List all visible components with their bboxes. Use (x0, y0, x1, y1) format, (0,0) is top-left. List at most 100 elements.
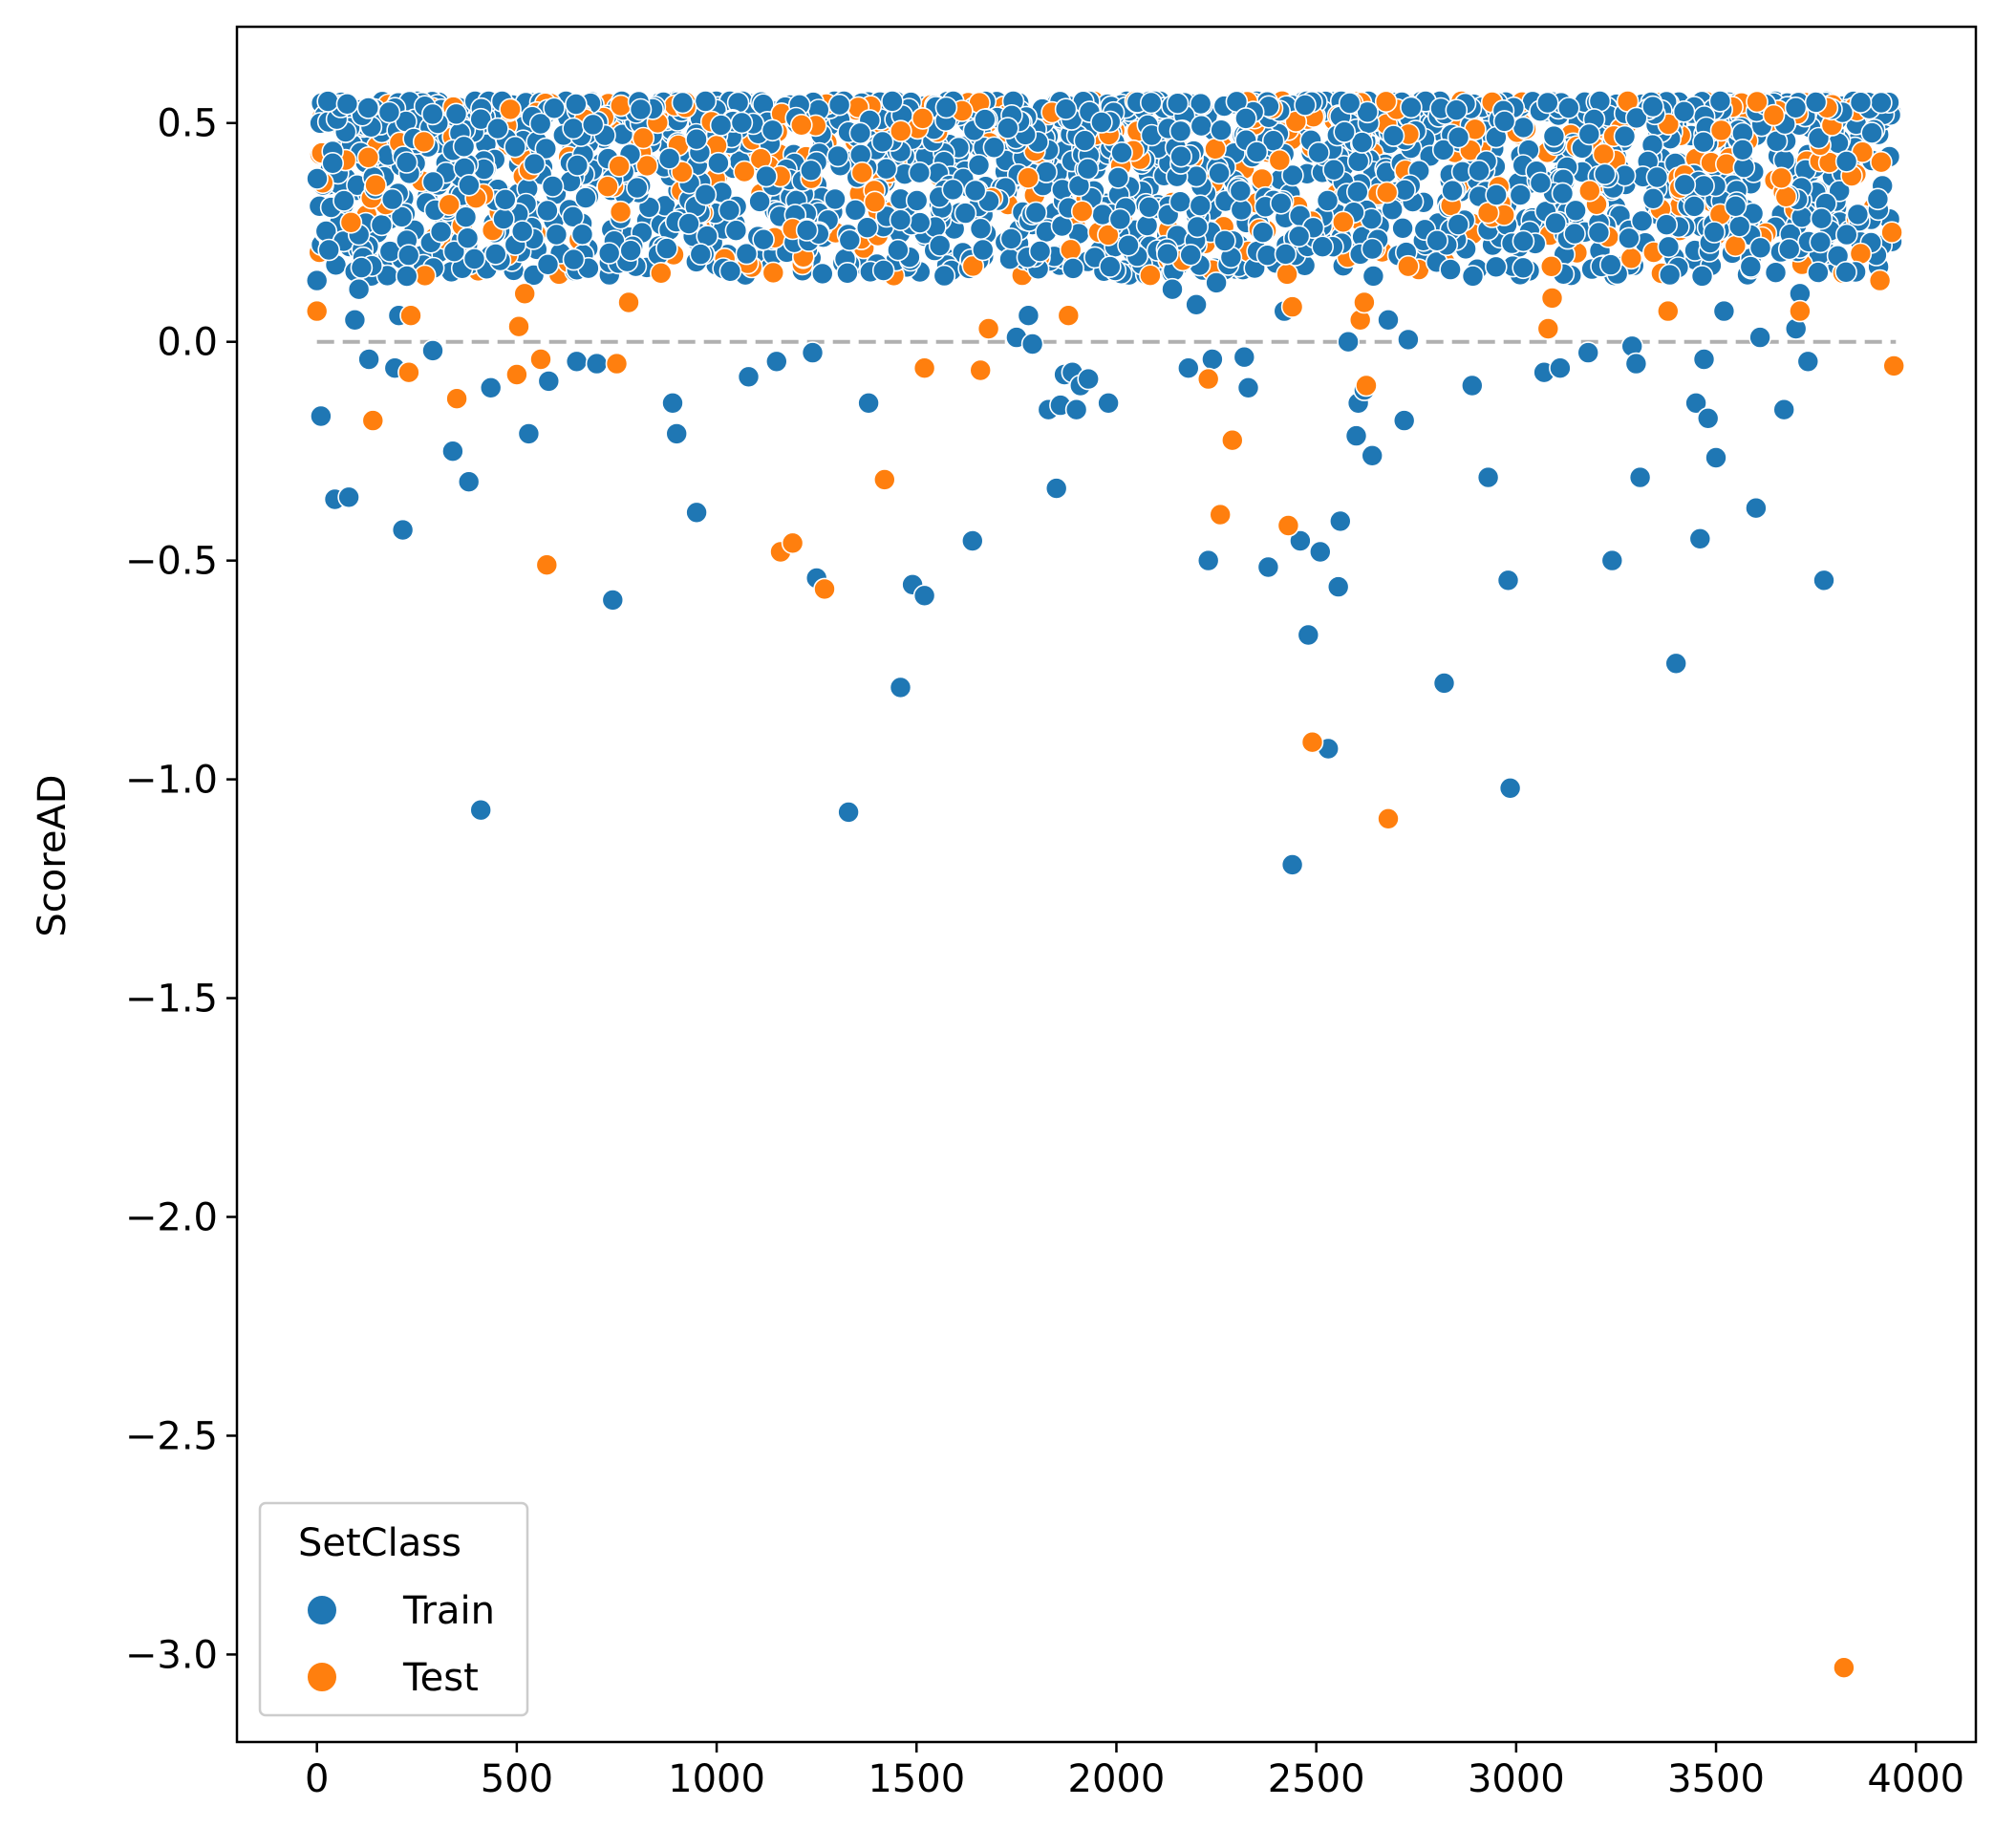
train-point (685, 127, 708, 151)
test-point (733, 160, 756, 183)
train-point (1587, 221, 1611, 245)
train-point (1344, 424, 1368, 447)
train-point (889, 208, 912, 231)
test-point (499, 97, 522, 121)
x-tick-label: 4000 (1867, 1757, 1964, 1801)
train-point (1236, 376, 1260, 399)
test-point (632, 126, 655, 150)
train-point (1361, 443, 1383, 467)
train-point (685, 501, 708, 525)
train-point (321, 152, 345, 175)
test-point (305, 299, 329, 323)
train-point (523, 152, 547, 176)
train-point (1630, 209, 1654, 233)
train-point (836, 261, 859, 285)
train-point (528, 112, 552, 136)
train-point (1485, 255, 1508, 279)
train-point (1189, 194, 1212, 217)
train-point (1673, 173, 1697, 197)
train-point (709, 114, 733, 137)
train-point (1563, 222, 1586, 246)
y-tick-label: 0.5 (157, 102, 218, 146)
train-point (997, 117, 1019, 140)
train-point (1140, 91, 1163, 115)
train-point (1161, 277, 1184, 301)
train-point (1028, 240, 1052, 263)
y-axis-label: ScoreAD (31, 774, 75, 936)
y-tick-label: 0.0 (157, 321, 218, 365)
train-point (1849, 91, 1873, 114)
train-point (999, 227, 1023, 250)
train-point (1655, 213, 1678, 236)
train-point (1834, 260, 1857, 284)
test-point (1870, 150, 1893, 174)
train-point (665, 422, 689, 445)
train-point (1017, 304, 1040, 328)
train-point (1073, 129, 1097, 152)
train-point (305, 269, 329, 292)
train-point (737, 365, 761, 389)
train-point (536, 252, 560, 276)
train-point (1625, 106, 1648, 130)
test-point (1746, 90, 1769, 114)
train-point (967, 154, 991, 177)
train-point (1186, 215, 1209, 239)
test-point (1578, 179, 1601, 203)
y-tick-label: −1.5 (125, 978, 218, 1022)
x-axis: 0 500 1000 1500 2000 2500 3000 3500 4000 (305, 1742, 1964, 1801)
train-point (1311, 235, 1334, 259)
train-point (370, 213, 394, 237)
train-point (837, 801, 860, 824)
test-point (529, 348, 552, 371)
train-point (1333, 120, 1356, 143)
train-point (1866, 187, 1890, 211)
test-point (1070, 200, 1094, 223)
train-point (857, 391, 880, 415)
test-point (513, 282, 537, 306)
train-point (1692, 174, 1715, 198)
train-point (1692, 348, 1716, 371)
train-point (1557, 97, 1580, 119)
train-point (1432, 672, 1456, 695)
train-point (310, 404, 332, 428)
train-point (1110, 141, 1133, 164)
test-point (412, 130, 436, 154)
test-point (761, 261, 785, 285)
train-point (1703, 221, 1726, 244)
train-point (671, 91, 695, 115)
train-point (1600, 548, 1624, 572)
test-point (1880, 221, 1903, 244)
train-point (454, 205, 478, 228)
train-point (456, 226, 480, 249)
test-point (969, 358, 992, 382)
train-point (1213, 229, 1236, 252)
train-point (972, 238, 995, 262)
x-tick-label: 2500 (1268, 1757, 1365, 1801)
train-point (1696, 406, 1720, 430)
train-point (848, 121, 872, 145)
test-point (1657, 299, 1680, 323)
train-point (963, 179, 987, 203)
train-point (421, 170, 445, 194)
train-point (1745, 496, 1768, 520)
train-point (1727, 215, 1751, 238)
train-point (1796, 350, 1820, 374)
train-point (1870, 91, 1893, 115)
train-point (492, 207, 515, 230)
train-point (1234, 107, 1257, 130)
train-point (1688, 527, 1712, 550)
train-point (1169, 190, 1192, 213)
test-point (1377, 806, 1400, 830)
train-point (1307, 140, 1330, 164)
train-point (1684, 391, 1707, 415)
train-point (1461, 265, 1485, 288)
train-point (1764, 261, 1788, 285)
train-point (1645, 165, 1669, 189)
train-point (1252, 221, 1275, 244)
train-point (457, 470, 481, 494)
test-point (1196, 367, 1220, 391)
train-point (954, 202, 977, 225)
train-point (1772, 398, 1795, 421)
x-tick-label: 1000 (668, 1757, 765, 1801)
